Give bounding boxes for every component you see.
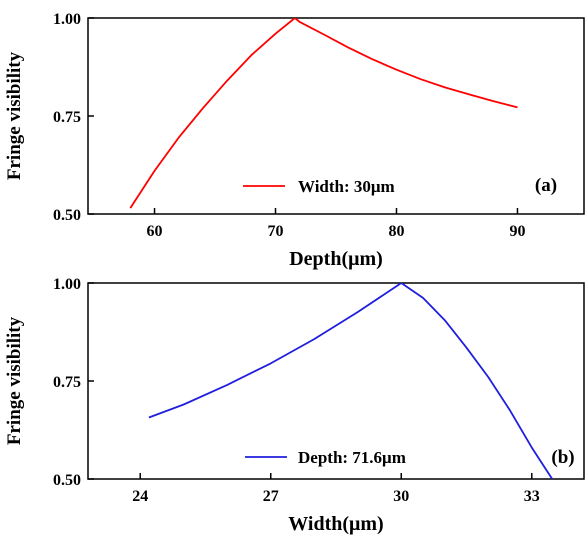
series-line	[148, 283, 554, 479]
panel-b: 24 27 30 33 0.50 0.75 1.00 Fringe visibility W…	[4, 276, 585, 535]
x-axis-label: Width(μm)	[288, 513, 383, 535]
panel-label: (b)	[551, 447, 574, 468]
panel-label: (a)	[535, 175, 557, 196]
series-line	[129, 18, 518, 209]
y-axis-label: Fringe visibility	[4, 316, 25, 445]
y-tick-label: 1.00	[53, 276, 81, 293]
panel-a: 60 70 80 90 0.50 0.75 1.00 Fringe visibility D…	[4, 11, 585, 270]
y-tick-label: 0.50	[53, 207, 81, 224]
x-tick-label: 70	[268, 223, 284, 240]
plot-area: 60 70 80 90 0.50 0.75 1.00	[53, 11, 525, 240]
y-axis-label: Fringe visibility	[4, 51, 25, 180]
legend: Depth: 71.6μm	[245, 448, 406, 467]
legend: Width: 30μm	[243, 177, 395, 196]
x-tick-label: 24	[132, 488, 148, 505]
x-tick-label: 27	[263, 488, 279, 505]
y-tick-label: 0.75	[53, 109, 81, 126]
x-tick-label: 30	[393, 488, 409, 505]
x-tick-label: 33	[524, 488, 540, 505]
x-axis-label: Depth(μm)	[289, 248, 383, 270]
y-tick-label: 1.00	[53, 11, 81, 28]
legend-label: Depth: 71.6μm	[298, 448, 406, 467]
x-tick-label: 80	[388, 223, 404, 240]
plot-area: 24 27 30 33 0.50 0.75 1.00	[53, 276, 554, 505]
x-tick-label: 60	[147, 223, 163, 240]
legend-label: Width: 30μm	[298, 177, 395, 196]
y-tick-label: 0.50	[53, 472, 81, 489]
x-tick-label: 90	[509, 223, 525, 240]
y-tick-label: 0.75	[53, 374, 81, 391]
